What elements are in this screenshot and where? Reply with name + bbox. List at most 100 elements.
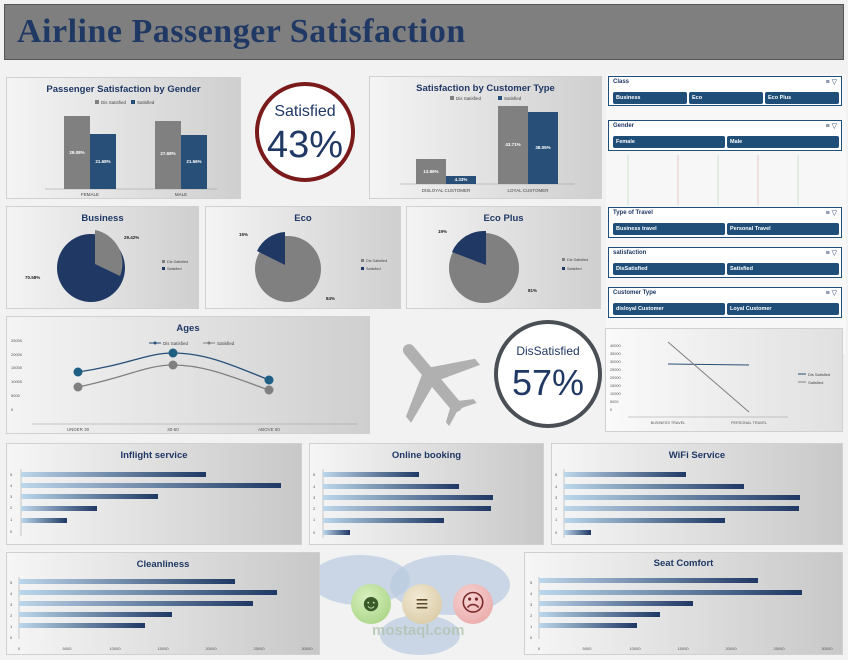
- svg-text:10000: 10000: [629, 646, 641, 651]
- slicer-class[interactable]: Class ≡ ▽ Business Eco Eco Plus: [608, 76, 842, 106]
- svg-text:0: 0: [18, 646, 21, 651]
- pie-business-label-sat: 70.58%: [25, 275, 40, 280]
- svg-text:5000: 5000: [610, 400, 618, 404]
- slicer-customer-disloyal[interactable]: disloyal Customer: [613, 303, 725, 315]
- svg-text:30000: 30000: [610, 360, 621, 364]
- bar-online-2: [323, 506, 491, 511]
- svg-text:30000: 30000: [301, 646, 313, 651]
- slicer-class-ecoplus[interactable]: Eco Plus: [765, 92, 839, 104]
- svg-text:3: 3: [10, 602, 13, 607]
- cat-disloyal: DISLOYAL CUSTOMER: [422, 188, 471, 193]
- svg-text:5: 5: [10, 580, 13, 585]
- pie-eco-chart[interactable]: Eco 15% 84% Dis Satisfied Satisfied: [205, 206, 401, 309]
- cleanliness-title: Cleanliness: [136, 559, 190, 570]
- inflight-service-chart[interactable]: Inflight service 5 4 3 2 1 0: [6, 443, 302, 545]
- legend-swatch-sat: [498, 96, 502, 100]
- legend-sat: Satisfied: [137, 100, 155, 105]
- bar-online-1: [323, 518, 444, 523]
- bar-online-5: [323, 472, 419, 477]
- bar-inflight-1: [21, 518, 67, 523]
- slicer-customer-type[interactable]: Customer Type ≡ ▽ disloyal Customer Loya…: [608, 287, 842, 318]
- bar-clean-3: [19, 601, 253, 606]
- bar-wifi-4: [564, 484, 744, 489]
- cat-loyal: LOYAL CUSTOMER: [508, 188, 550, 193]
- online-booking-chart[interactable]: Online booking 5 4 3 2 1 0: [309, 443, 544, 545]
- svg-text:25000: 25000: [773, 646, 785, 651]
- legend-dis: Dis Satisfied: [167, 260, 188, 264]
- pie-eco-title: Eco: [294, 213, 312, 224]
- slicer-customer-loyal[interactable]: Loyal Customer: [727, 303, 839, 315]
- bar-online-0: [323, 530, 350, 535]
- kpi-satisfied-value: 43%: [266, 124, 344, 166]
- svg-text:1: 1: [530, 624, 533, 629]
- svg-text:2: 2: [555, 506, 558, 511]
- bar-wifi-5: [564, 472, 686, 477]
- bar-wifi-3: [564, 495, 800, 500]
- svg-text:5000: 5000: [583, 646, 593, 651]
- svg-text:5: 5: [530, 580, 533, 585]
- legend-sat: Satisfied: [808, 380, 823, 385]
- slicer-satisfaction[interactable]: satisfaction ≡ ▽ DisSatisfied Satisfied: [608, 247, 842, 278]
- legend-dis: Dis Satisfied: [101, 100, 127, 105]
- kpi-dissatisfied-label: DisSatisfied: [516, 344, 580, 358]
- slicer-travel-type[interactable]: Type of Travel ≡ ▽ Business travel Perso…: [608, 207, 842, 238]
- customer-type-chart[interactable]: Satisfaction by Customer Type Dis Satisf…: [369, 76, 602, 199]
- bar-clean-5: [19, 579, 235, 584]
- watermark: mostaql.com: [372, 622, 465, 639]
- gender-chart[interactable]: Passenger Satisfaction by Gender Dis Sat…: [6, 77, 241, 199]
- filter-icon[interactable]: ≡ ▽: [825, 79, 837, 86]
- ages-title: Ages: [176, 323, 200, 334]
- svg-text:4: 4: [10, 483, 13, 488]
- slicer-travel-personal[interactable]: Personal Travel: [727, 223, 839, 235]
- cat-male: MALE: [175, 192, 187, 197]
- filter-icon[interactable]: ≡ ▽: [825, 290, 837, 297]
- slicer-class-eco[interactable]: Eco: [689, 92, 763, 104]
- svg-text:PERSONAL TRAVEL: PERSONAL TRAVEL: [731, 421, 767, 425]
- slicer-satisfaction-sat[interactable]: Satisfied: [727, 263, 839, 275]
- slicer-gender[interactable]: Gender ≡ ▽ Female Male: [608, 120, 842, 151]
- cleanliness-chart[interactable]: Cleanliness 5 4 3 2 1 0 0 5000 10000 150…: [6, 552, 320, 655]
- filter-icon[interactable]: ≡ ▽: [825, 123, 837, 130]
- svg-text:0: 0: [10, 635, 13, 640]
- pie-ecoplus-chart[interactable]: Eco Plus 19% 81% Dis Satisfied Satisfied: [406, 206, 601, 309]
- inflight-title: Inflight service: [120, 450, 188, 461]
- bar-clean-2: [19, 612, 172, 617]
- bar-female-sat: [90, 134, 116, 189]
- ages-point-dis-above50: [264, 375, 274, 385]
- ages-point-sat-above50: [264, 385, 274, 395]
- slicer-customer-header: Customer Type: [613, 290, 657, 296]
- svg-text:25000: 25000: [11, 338, 23, 343]
- svg-text:3: 3: [530, 602, 533, 607]
- slicer-satisfaction-dis[interactable]: DisSatisfied: [613, 263, 725, 275]
- bar-female-dis: [64, 116, 90, 189]
- svg-text:3: 3: [555, 495, 558, 500]
- bar-male-dis: [155, 121, 181, 189]
- bar-disloyal-sat: [446, 176, 476, 184]
- svg-text:4: 4: [555, 484, 558, 489]
- slicer-gender-female[interactable]: Female: [613, 136, 725, 148]
- neutral-face-icon: ≡: [402, 584, 442, 624]
- bar-inflight-4: [21, 483, 281, 488]
- wifi-service-chart[interactable]: WiFi Service 5 4 3 2 1 0: [551, 443, 843, 545]
- travel-type-chart[interactable]: 40000 35000 30000 25000 20000 15000 1000…: [605, 328, 843, 432]
- slicer-class-business[interactable]: Business: [613, 92, 687, 104]
- svg-text:2: 2: [10, 613, 13, 618]
- legend-sat: Satisfied: [366, 267, 381, 271]
- legend-swatch-dis: [95, 100, 99, 104]
- svg-text:10000: 10000: [610, 392, 621, 396]
- slicer-gender-header: Gender: [613, 123, 635, 129]
- pie-business-chart[interactable]: Business 29.42% 70.58% Dis Satisfied Sat…: [6, 206, 199, 309]
- filter-icon[interactable]: ≡ ▽: [825, 210, 837, 217]
- ages-chart[interactable]: Ages Dis Satisfied Satisfied 25000 20000…: [6, 316, 370, 434]
- slicer-gender-male[interactable]: Male: [727, 136, 839, 148]
- slicer-travel-business[interactable]: Business travel: [613, 223, 725, 235]
- filter-icon[interactable]: ≡ ▽: [825, 250, 837, 257]
- pie-ecoplus-label-sat: 19%: [438, 229, 447, 234]
- svg-text:20000: 20000: [205, 646, 217, 651]
- cat-female: FEMALE: [81, 192, 99, 197]
- bar-clean-4: [19, 590, 277, 595]
- seat-comfort-chart[interactable]: Seat Comfort 5 4 3 2 1 0 0 5000 10000 15…: [524, 552, 843, 655]
- svg-text:4: 4: [530, 591, 533, 596]
- label-female-sat: 21.68%: [95, 159, 110, 164]
- ages-point-dis-under30: [73, 367, 83, 377]
